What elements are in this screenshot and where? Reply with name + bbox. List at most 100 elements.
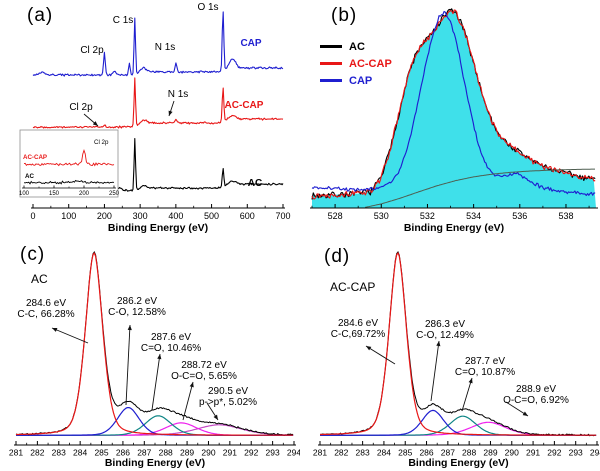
- annotation-text: 286.3 eV: [425, 319, 465, 330]
- tick-label: 289: [483, 448, 497, 458]
- panel-c: 284.6 eV C-C, 66.28% 286.2 eV C-O, 12.58% 28…: [0, 235, 300, 471]
- tick-label: 281: [313, 448, 327, 458]
- annotation-arrow-head: [157, 354, 162, 360]
- annotation-text: 287.6 eV: [151, 332, 191, 343]
- tick-label: 285: [94, 448, 108, 458]
- annotation-arrow-head: [436, 341, 441, 347]
- tick-label: 287: [137, 448, 151, 458]
- tick-label: 288: [462, 448, 476, 458]
- annotation-arrow-line: [461, 377, 473, 412]
- legend-line-ac: [320, 45, 342, 48]
- survey-curve-ac-cap: [32, 77, 284, 129]
- annotation-arrow-line: [125, 324, 131, 406]
- annotation-text: 288.9 eV: [516, 384, 556, 395]
- tick-label: 290: [201, 448, 215, 458]
- annotation: 290.5 eVp->p*, 5.02%: [199, 386, 257, 421]
- inset-tick-label: 100: [19, 191, 30, 197]
- tick-label: 292: [547, 448, 561, 458]
- annotation-arrow-head: [92, 121, 98, 126]
- x-axis: 528 530 532 534 536 538 Binding Energy (eV): [310, 204, 598, 234]
- tick-label: 291: [526, 448, 540, 458]
- tick-label: 286: [116, 448, 130, 458]
- tick-label: 534: [466, 211, 481, 221]
- tick-label: 100: [61, 211, 76, 221]
- x-axis: 0 100 200 300 400 500 600 700 Binding Energy (eV…: [30, 204, 291, 234]
- inset-curve-ac-cap: [23, 149, 115, 167]
- peak-label: N 1s: [155, 42, 176, 53]
- annotation-text: C=O, 10.87%: [455, 367, 515, 378]
- tick-label: 284: [377, 448, 391, 458]
- annotation: 284.6 eVC-C,69.72%: [331, 318, 396, 365]
- annotation-text: C-C,69.72%: [331, 329, 386, 340]
- annotation-arrow-head: [213, 414, 218, 420]
- tick-label: 290: [505, 448, 519, 458]
- tick-label: 286: [419, 448, 433, 458]
- tick-label: 288: [159, 448, 173, 458]
- legend-label-ac: AC: [349, 40, 365, 53]
- annotation-text: 286.2 eV: [117, 296, 157, 307]
- tick-label: 284: [73, 448, 87, 458]
- annotation-arrow-head: [468, 378, 473, 384]
- legend-label-ac-cap: AC-CAP: [349, 57, 392, 70]
- panel-c-plot: 284.6 eVC-C, 66.28% 286.2 eVC-O, 12.58% 28…: [9, 251, 300, 469]
- fit-component-cc: [16, 252, 294, 436]
- legend-label-cap: CAP: [349, 74, 373, 87]
- annotation-text: 287.7 eV: [465, 356, 505, 367]
- tick-label: 283: [356, 448, 370, 458]
- o1s-curve-cap: [311, 10, 596, 197]
- tick-label: 294: [287, 448, 300, 458]
- tick-label: 291: [223, 448, 237, 458]
- panel-d-plot: 284.6 eVC-C,69.72% 286.3 eVC-O, 12.49% 287…: [313, 251, 600, 469]
- annotation: 284.6 eVC-C, 66.28%: [17, 298, 89, 344]
- legend: AC AC-CAP CAP: [320, 38, 392, 89]
- tick-label: 530: [374, 211, 389, 221]
- inset-tick-label: 200: [79, 191, 90, 197]
- annotation-text: 290.5 eV: [208, 386, 248, 397]
- panel-c-letter: (c): [20, 244, 46, 265]
- panel-b-letter: (b): [331, 5, 358, 26]
- tick-label: 292: [244, 448, 258, 458]
- annotation-arrow-line: [365, 345, 396, 365]
- annotation-arrow-head: [127, 325, 132, 331]
- x-axis-title: Binding Energy (eV): [404, 222, 504, 234]
- tick-label: 289: [180, 448, 194, 458]
- tick-label: 285: [398, 448, 412, 458]
- peak-label: N 1s: [168, 89, 189, 100]
- annotation-arrow-head: [366, 346, 372, 351]
- peak-label: O 1s: [197, 2, 218, 13]
- tick-label: 0: [30, 211, 35, 221]
- annotation-text: O-C=O, 6.92%: [503, 395, 569, 406]
- fit-component-cc: [320, 252, 597, 436]
- annotation-arrow-line: [51, 327, 89, 344]
- peak-label: Cl 2p: [69, 102, 93, 113]
- panel-d: 284.6 eV C-C,69.72% 286.3 eV C-O, 12.49% 287…: [300, 235, 600, 471]
- annotation-text: C-O, 12.49%: [416, 330, 474, 341]
- tick-label: 536: [512, 211, 527, 221]
- peak-label: C 1s: [113, 15, 134, 26]
- annotation-text: O-C=O, 5.65%: [171, 371, 237, 382]
- panel-d-letter: (d): [324, 246, 351, 267]
- tick-label: 300: [133, 211, 148, 221]
- legend-item-ac: AC: [320, 38, 392, 55]
- series-label: AC: [248, 178, 262, 189]
- annotation-text: C-C, 66.28%: [17, 309, 74, 320]
- legend-item-ac-cap: AC-CAP: [320, 55, 392, 72]
- annotation-arrow-head: [189, 382, 194, 388]
- tick-label: 294: [590, 448, 600, 458]
- x-axis-title: Binding Energy (eV): [108, 222, 208, 234]
- tick-label: 281: [9, 448, 23, 458]
- annotation: 288.72 eVO-C=O, 5.65%: [171, 360, 237, 421]
- panel-a-plot: 100 150 200 250 Cl 2p AC-CAP AC Cl 2p C 1s N 1s O …: [19, 2, 291, 234]
- tick-label: 293: [266, 448, 280, 458]
- o1s-curve-background: [364, 168, 595, 208]
- annotation-arrow-line: [151, 353, 161, 411]
- survey-curve-cap: [32, 11, 284, 77]
- peak-label: Cl 2p: [80, 45, 104, 56]
- panel-a: 100 150 200 250 Cl 2p AC-CAP AC Cl 2p C 1s N 1s O …: [0, 0, 300, 235]
- tick-label: 282: [30, 448, 44, 458]
- tick-label: 293: [569, 448, 583, 458]
- annotation-text: 284.6 eV: [26, 298, 66, 309]
- tick-label: 287: [441, 448, 455, 458]
- annotation-text: C-O, 12.58%: [108, 307, 166, 318]
- inset-label: Cl 2p: [94, 139, 109, 146]
